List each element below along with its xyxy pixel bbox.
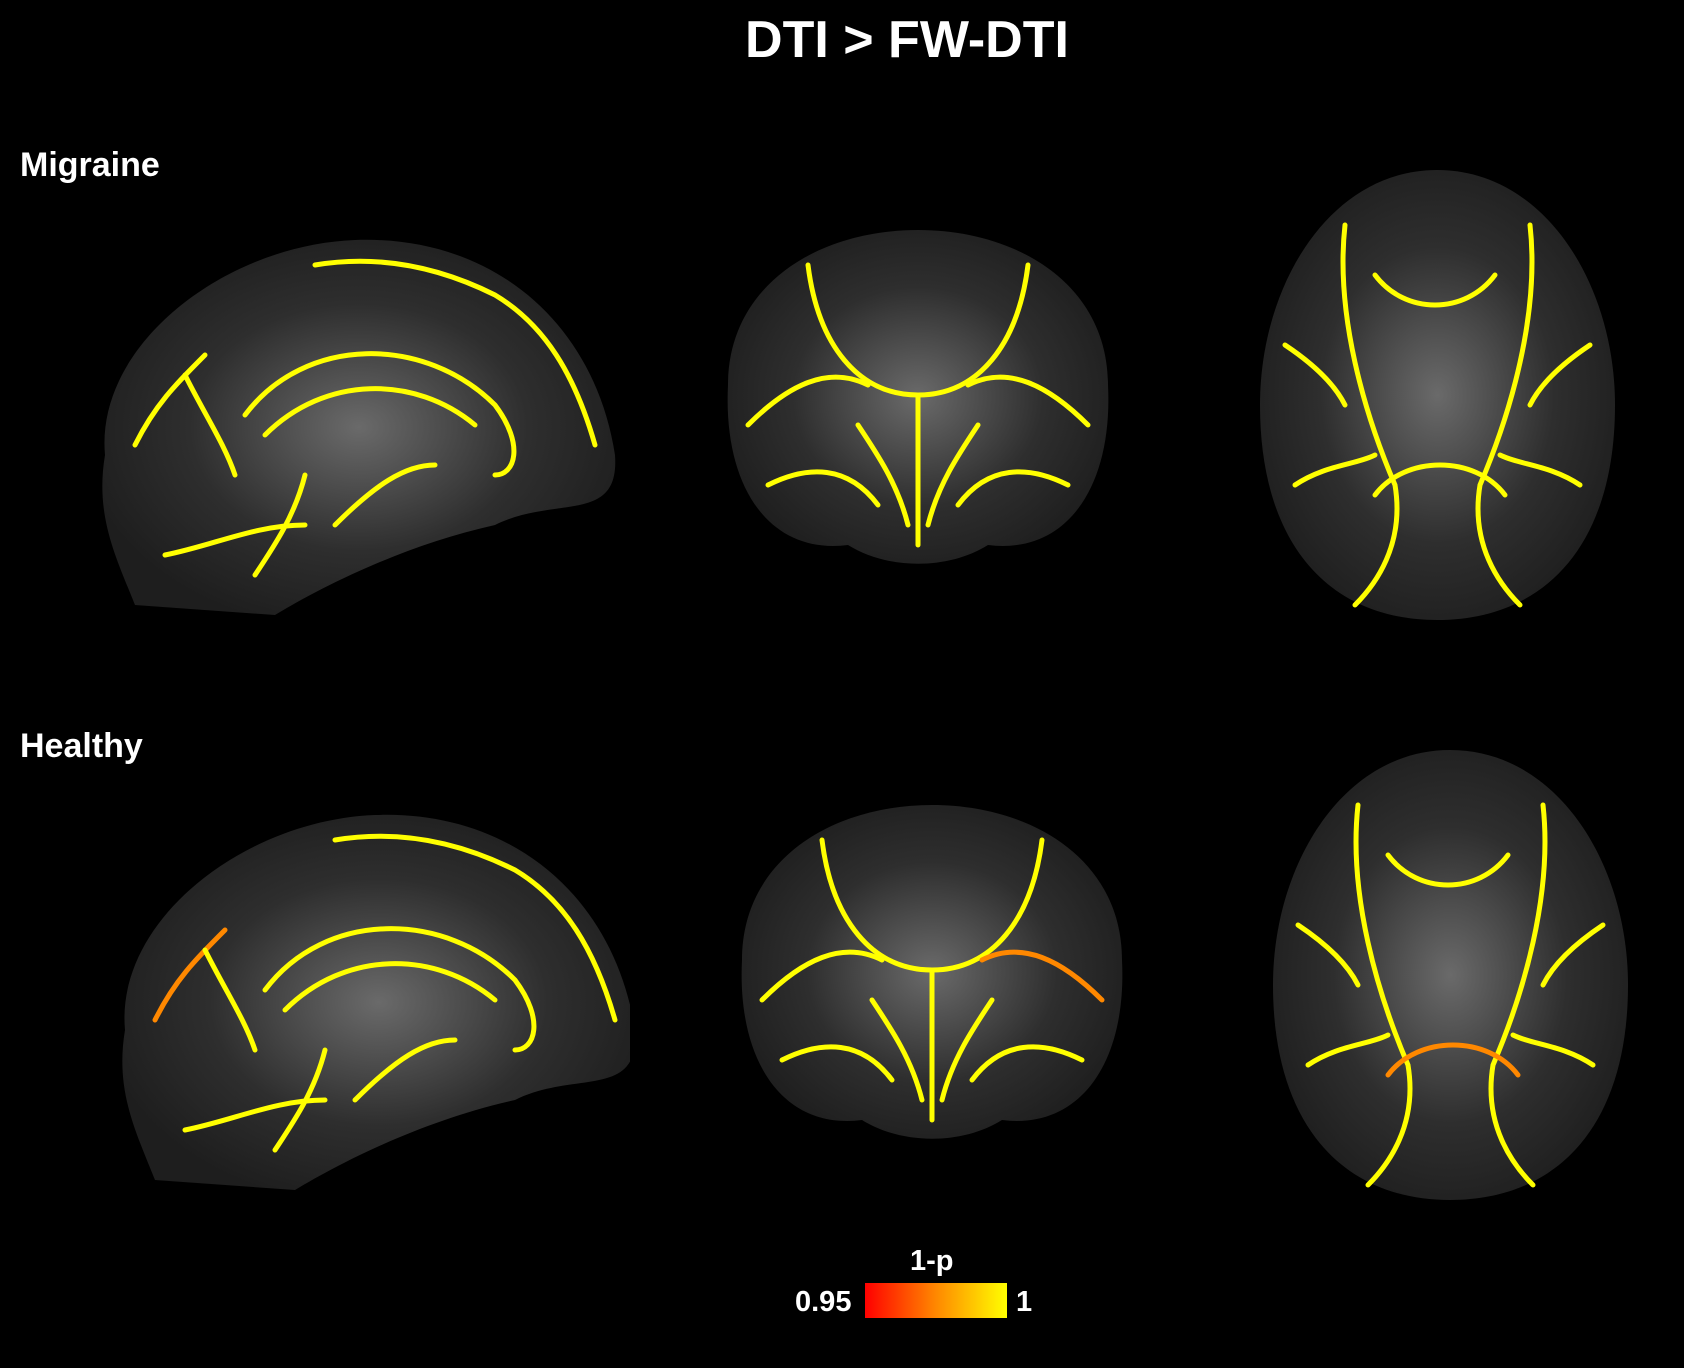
significant-tract [1497,452,1583,488]
colorbar-label: 1-p [910,1245,954,1277]
significant-tract [779,1044,895,1083]
significant-tract [272,1047,328,1153]
significant-tract [1488,802,1548,1188]
significant-tract [759,949,885,1003]
significant-tract [1282,342,1348,408]
brain-slice [1260,170,1615,620]
significant-tract [242,351,517,478]
significant-tract [939,997,995,1103]
significant-tract [1475,222,1535,608]
significant-tract [1372,462,1508,498]
colorbar [865,1283,1007,1318]
significant-tract [332,833,618,1023]
brain-slice [102,239,616,615]
significant-tract [1385,1042,1521,1078]
significant-tract [132,352,208,448]
significant-tract [262,386,478,438]
brain-healthy-sagittal [122,814,630,1190]
significant-tract [965,374,1091,428]
significant-tract [745,374,871,428]
significant-tract [1540,922,1606,988]
brain-migraine-axial [1260,170,1615,620]
significant-tract [252,472,308,578]
significant-tract [332,462,438,528]
significant-tract [1527,342,1593,408]
significant-tract [312,258,598,448]
significant-tract [1292,452,1378,488]
brain-migraine-coronal [727,230,1109,564]
significant-tract [1372,272,1498,308]
significant-tract [1295,922,1361,988]
significant-tract [869,997,925,1103]
significant-tract [765,469,881,508]
significant-tract [262,926,537,1053]
significant-tract [1340,222,1400,608]
significant-tract [855,422,911,528]
significant-tract [925,422,981,528]
significant-tract [182,372,238,478]
colorbar-min-label: 0.95 [795,1286,852,1318]
significant-tract [979,949,1105,1003]
brain-migraine-sagittal [102,239,616,615]
significant-tract [282,961,498,1013]
significant-tract [969,1044,1085,1083]
significant-tract [352,1037,458,1103]
figure-title: DTI > FW-DTI [745,11,1069,69]
row-label-healthy: Healthy [20,727,143,765]
row-label-migraine: Migraine [20,146,160,184]
brain-slice [1273,750,1628,1200]
brain-healthy-axial [1273,750,1628,1200]
significant-tract [152,927,228,1023]
significant-tract [202,947,258,1053]
significant-tract [1385,852,1511,888]
brain-healthy-coronal [741,805,1123,1139]
significant-tract [1305,1032,1391,1068]
significant-tract [1510,1032,1596,1068]
significant-tract [955,469,1071,508]
significant-tract [1353,802,1413,1188]
brain-slice [122,814,630,1190]
colorbar-max-label: 1 [1016,1286,1033,1318]
